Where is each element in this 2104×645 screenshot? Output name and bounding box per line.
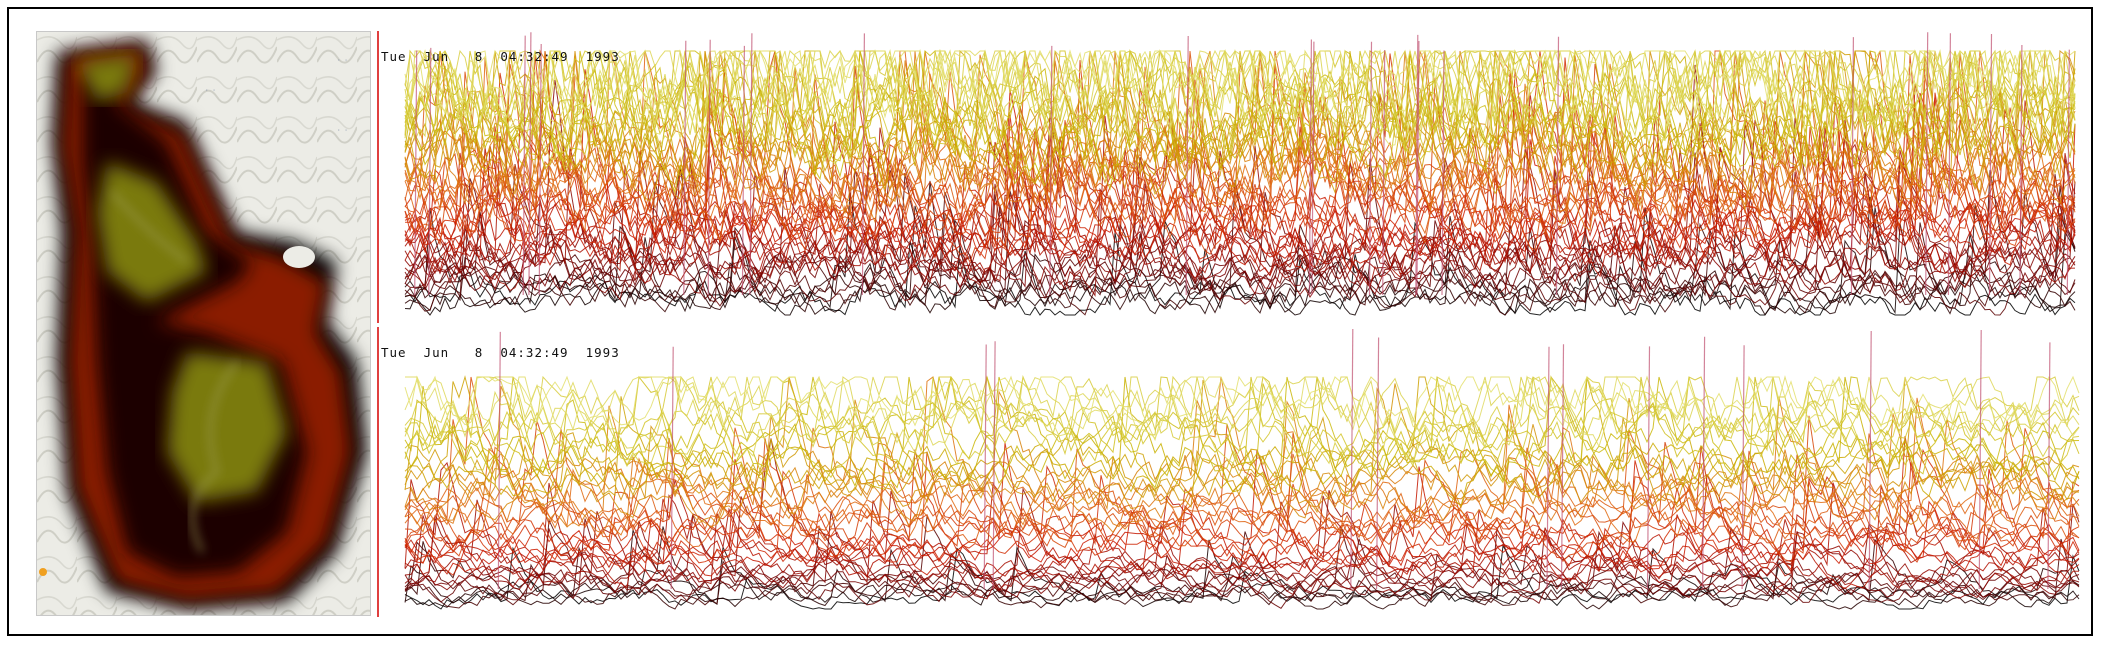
svg-text:· ·: · ·	[337, 57, 348, 64]
terrain-map: · · · · · · · ·	[36, 31, 371, 616]
svg-text:· ·: · ·	[337, 127, 348, 134]
figure-frame: · · · · · · · · Tue Jun 8 04:32:49 1993 …	[7, 7, 2093, 636]
line-chart-top	[377, 31, 2089, 323]
spike-line	[862, 33, 864, 295]
chart-panel-bottom: Tue Jun 8 04:32:49 1993	[377, 327, 2089, 617]
spike-line	[984, 345, 986, 590]
svg-text:· ·: · ·	[205, 87, 216, 94]
chart-panel-top: Tue Jun 8 04:32:49 1993	[377, 31, 2089, 323]
timestamp-bottom: Tue Jun 8 04:32:49 1993	[381, 345, 620, 360]
line-chart-bottom	[377, 327, 2089, 617]
timestamp-top: Tue Jun 8 04:32:49 1993	[381, 49, 620, 64]
series-line	[405, 527, 2079, 610]
series-line	[405, 527, 2079, 608]
terrain-map-svg: · · · · · · · ·	[37, 32, 371, 616]
